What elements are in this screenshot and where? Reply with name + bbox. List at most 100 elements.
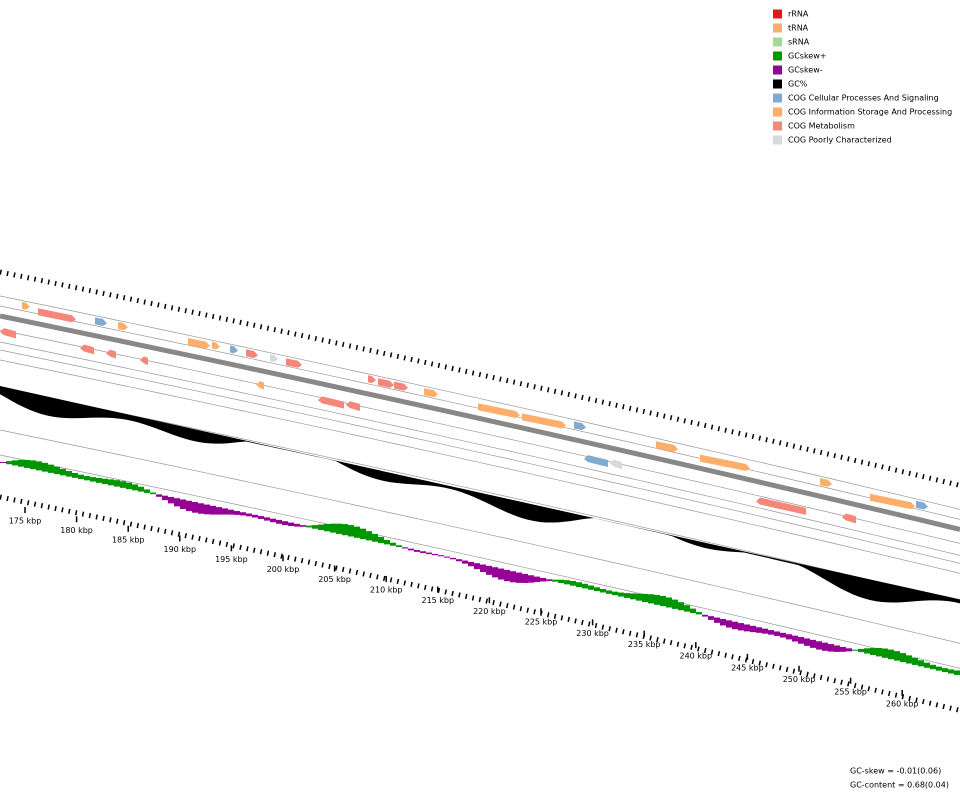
gc-skew bbox=[462, 560, 468, 564]
track-line bbox=[0, 295, 960, 510]
axis-label: 240 kbp bbox=[679, 652, 712, 661]
legend-swatch bbox=[773, 121, 782, 131]
legend-label: sRNA bbox=[788, 38, 810, 47]
gene-feature bbox=[916, 500, 928, 510]
gene-feature bbox=[230, 345, 238, 354]
gc-skew bbox=[918, 660, 924, 667]
gc-skew bbox=[774, 631, 780, 636]
gene-feature bbox=[346, 401, 360, 411]
track-line bbox=[0, 341, 960, 556]
gc-skew bbox=[264, 517, 270, 521]
legend-label: rRNA bbox=[788, 10, 809, 19]
gc-skew bbox=[552, 579, 558, 582]
gc-skew bbox=[126, 482, 132, 490]
gc-skew bbox=[198, 503, 204, 514]
axis-label: 180 kbp bbox=[60, 526, 93, 535]
gc-skew bbox=[270, 518, 276, 523]
axis-label: 195 kbp bbox=[215, 555, 248, 564]
gc-skew bbox=[354, 526, 360, 538]
axis-label: 175 kbp bbox=[9, 517, 42, 526]
axis-label: 235 kbp bbox=[628, 640, 661, 649]
gc-skew bbox=[930, 664, 936, 670]
gc-skew bbox=[288, 522, 294, 527]
gene-feature bbox=[256, 381, 264, 390]
gc-skew bbox=[750, 625, 756, 633]
legend-label: COG Poorly Characterized bbox=[788, 136, 892, 145]
gc-skew bbox=[642, 593, 648, 603]
gc-skew bbox=[390, 542, 396, 546]
legend-swatch bbox=[773, 93, 782, 103]
legend-label: COG Cellular Processes And Signaling bbox=[788, 94, 939, 103]
gc-skew bbox=[300, 525, 306, 527]
gc-skew bbox=[504, 569, 510, 582]
gc-skew bbox=[474, 563, 480, 570]
gc-skew bbox=[156, 494, 162, 497]
legend-label: GC% bbox=[788, 80, 808, 89]
gc-skew bbox=[684, 605, 690, 612]
gc-skew bbox=[822, 642, 828, 651]
gc-skew bbox=[312, 525, 318, 529]
gene-feature bbox=[820, 478, 832, 487]
gc-skew bbox=[402, 547, 408, 549]
gc-skew bbox=[336, 523, 342, 534]
gene-feature bbox=[0, 328, 16, 339]
gc-skew bbox=[864, 648, 870, 654]
axis-label: 205 kbp bbox=[318, 575, 351, 584]
gc-skew bbox=[258, 516, 264, 519]
gc-skew bbox=[720, 618, 726, 626]
gc-skew bbox=[24, 459, 30, 468]
gc-skew bbox=[330, 523, 336, 533]
gc-skew bbox=[870, 647, 876, 655]
gc-skew bbox=[144, 489, 150, 493]
gc-skew bbox=[942, 668, 948, 673]
gc-skew bbox=[216, 507, 222, 515]
legend-swatch bbox=[773, 23, 782, 33]
gene-feature bbox=[478, 403, 520, 419]
gc-skew bbox=[6, 461, 12, 465]
gc-skew bbox=[210, 505, 216, 515]
gc-skew bbox=[666, 597, 672, 608]
gc-skew bbox=[894, 651, 900, 661]
gc-skew bbox=[180, 499, 186, 509]
gene-feature bbox=[286, 358, 302, 368]
gc-skew bbox=[762, 628, 768, 634]
gc-skew bbox=[414, 549, 420, 552]
gc-skew bbox=[468, 561, 474, 567]
gene-feature bbox=[394, 381, 408, 391]
gene-feature bbox=[140, 356, 148, 366]
legend-label: COG Metabolism bbox=[788, 122, 855, 131]
axis-label: 250 kbp bbox=[783, 675, 816, 684]
legend-label: tRNA bbox=[788, 24, 809, 33]
gc-skew bbox=[480, 564, 486, 573]
gc-skew bbox=[540, 577, 546, 582]
gene-feature bbox=[212, 341, 220, 350]
gc-skew bbox=[708, 616, 714, 620]
gc-skew bbox=[282, 521, 288, 526]
gc-skew bbox=[810, 639, 816, 648]
gc-skew bbox=[696, 612, 702, 615]
axis-label: 215 kbp bbox=[421, 596, 454, 605]
gene-feature bbox=[610, 459, 622, 470]
gc-skew bbox=[192, 502, 198, 513]
legend-label: GCskew- bbox=[788, 66, 823, 75]
gc-skew bbox=[804, 638, 810, 646]
gc-skew bbox=[432, 553, 438, 556]
gc-skew bbox=[222, 508, 228, 515]
gene-feature bbox=[270, 354, 278, 362]
gc-skew bbox=[756, 627, 762, 633]
gene-feature bbox=[188, 338, 210, 349]
gc-skew bbox=[912, 657, 918, 665]
gc-skew bbox=[828, 644, 834, 652]
gc-skew bbox=[132, 484, 138, 491]
gc-skew bbox=[18, 459, 24, 467]
gc-skew bbox=[954, 670, 960, 675]
track-line bbox=[0, 387, 960, 602]
gc-skew bbox=[150, 492, 156, 495]
gc-skew bbox=[744, 624, 750, 632]
gc-skew bbox=[876, 648, 882, 657]
gene-feature bbox=[522, 413, 566, 429]
legend-swatch bbox=[773, 135, 782, 145]
gc-skew bbox=[72, 472, 78, 478]
backbone bbox=[0, 313, 960, 532]
gc-skew bbox=[234, 510, 240, 515]
